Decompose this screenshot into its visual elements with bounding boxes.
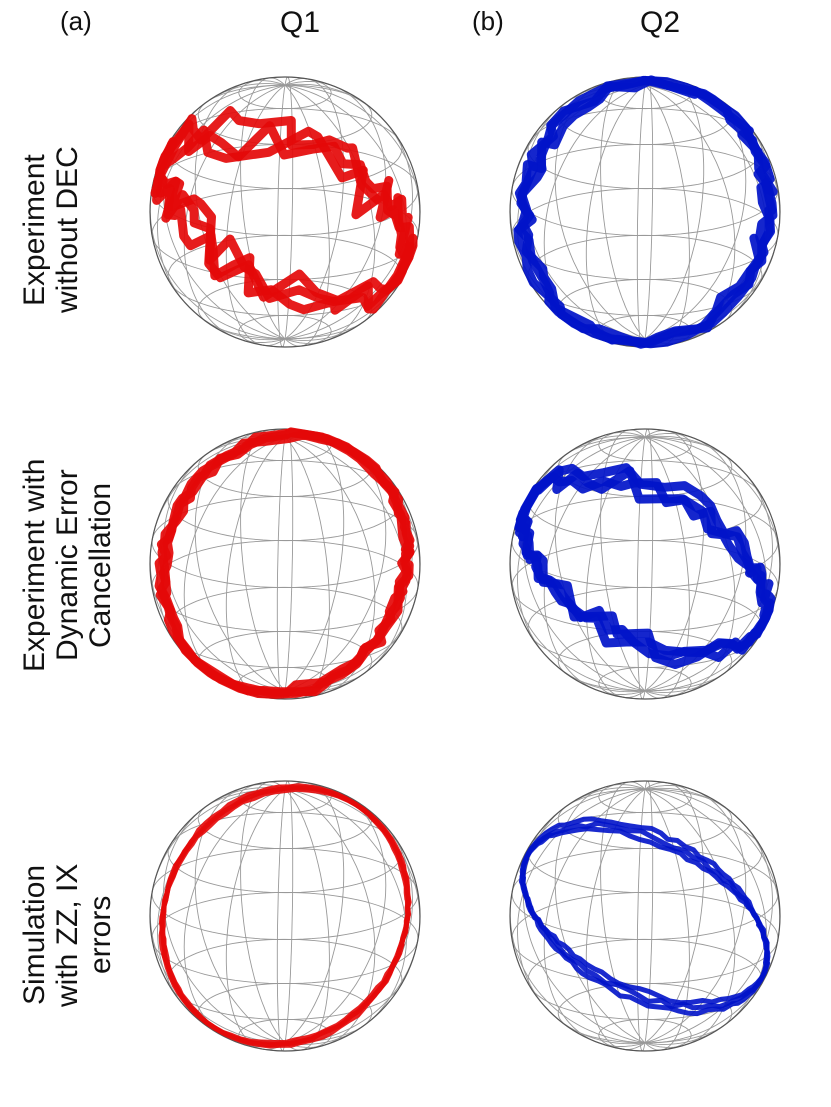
panel-a-label: (a) bbox=[60, 6, 92, 37]
bloch-sphere-r2-q2 bbox=[475, 400, 815, 720]
bloch-sphere-r3-q1 bbox=[115, 752, 455, 1072]
bloch-sphere-r1-q2 bbox=[475, 48, 815, 368]
bloch-sphere-svg bbox=[115, 400, 455, 720]
col-q2-header: Q2 bbox=[640, 6, 680, 39]
bloch-sphere-svg bbox=[475, 400, 815, 720]
bloch-sphere-svg bbox=[115, 48, 455, 368]
bloch-sphere-svg bbox=[475, 48, 815, 368]
row1-label: Experimentwithout DEC bbox=[18, 130, 84, 330]
bloch-sphere-r3-q2 bbox=[475, 752, 815, 1072]
bloch-sphere-r2-q1 bbox=[115, 400, 455, 720]
bloch-sphere-r1-q1 bbox=[115, 48, 455, 368]
col-q1-header: Q1 bbox=[280, 6, 320, 39]
row3-label: Simulationwith ZZ, IX errors bbox=[18, 820, 117, 1050]
bloch-sphere-svg bbox=[115, 752, 455, 1072]
figure-container: (a) (b) Q1 Q2 Experimentwithout DEC Expe… bbox=[0, 0, 831, 1107]
row2-label: Experiment withDynamic ErrorCancellation bbox=[18, 430, 117, 700]
bloch-sphere-svg bbox=[475, 752, 815, 1072]
